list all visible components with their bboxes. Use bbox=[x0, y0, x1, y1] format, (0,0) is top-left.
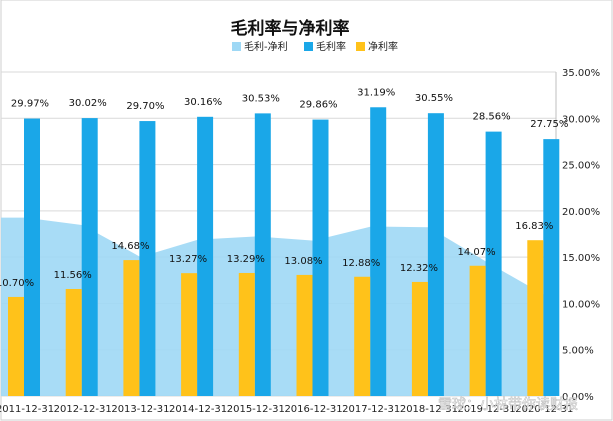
x-tick-label: 2018-12-31 bbox=[400, 404, 458, 415]
x-tick-label: 2020-12-31 bbox=[515, 404, 573, 415]
data-label-net-margin: 16.83% bbox=[515, 221, 553, 232]
bar-gross-margin bbox=[254, 113, 271, 396]
bar-net-margin bbox=[8, 296, 24, 396]
y-tick-label: 15.00% bbox=[562, 253, 600, 264]
bar-net-margin bbox=[296, 274, 313, 396]
data-label-net-margin: 11.56% bbox=[54, 270, 92, 281]
x-tick-label: 2011-12-31 bbox=[0, 404, 54, 415]
bar-gross-margin bbox=[81, 118, 98, 396]
data-label-gross-margin: 27.75% bbox=[530, 119, 568, 130]
bar-gross-margin bbox=[485, 131, 502, 396]
y-tick-label: 20.00% bbox=[562, 207, 600, 218]
bar-gross-margin bbox=[370, 107, 387, 396]
data-label-net-margin: 12.88% bbox=[342, 258, 380, 269]
legend-swatch bbox=[304, 42, 313, 51]
bar-net-margin bbox=[238, 272, 255, 396]
data-label-net-margin: 14.68% bbox=[111, 241, 149, 252]
data-labels-layer: 29.97% 10.70% 30.02% 11.56% 29.70% 14.68% 30.1… bbox=[0, 87, 568, 289]
data-label-gross-margin: 31.19% bbox=[357, 87, 395, 98]
y-tick-label: 10.00% bbox=[562, 299, 600, 310]
y-tick-label: 35.00% bbox=[562, 68, 600, 79]
data-label-gross-margin: 28.56% bbox=[473, 112, 511, 123]
x-tick-label: 2016-12-31 bbox=[284, 404, 342, 415]
chart-title: 毛利率与净利率 bbox=[231, 18, 350, 39]
data-label-net-margin: 13.08% bbox=[284, 256, 322, 267]
x-tick-label: 2017-12-31 bbox=[342, 404, 400, 415]
bar-net-margin bbox=[411, 281, 428, 396]
bar-net-margin bbox=[354, 276, 371, 396]
legend-label: 毛利率 bbox=[316, 40, 346, 53]
legend-label: 净利率 bbox=[368, 40, 398, 53]
y-tick-label: 5.00% bbox=[562, 346, 594, 357]
data-label-net-margin: 12.32% bbox=[400, 263, 438, 274]
data-label-gross-margin: 30.53% bbox=[242, 93, 280, 104]
bar-net-margin bbox=[123, 260, 140, 396]
bars-layer bbox=[8, 107, 560, 397]
legend: 毛利-净利 毛利率 净利率 bbox=[232, 40, 398, 53]
bar-gross-margin bbox=[427, 113, 444, 397]
legend-label: 毛利-净利 bbox=[244, 40, 288, 53]
bar-gross-margin bbox=[312, 119, 329, 396]
data-label-net-margin: 10.70% bbox=[0, 278, 34, 289]
x-tick-label: 2014-12-31 bbox=[169, 404, 227, 415]
x-tick-label: 2012-12-31 bbox=[54, 404, 112, 415]
y-tick-label: 30.00% bbox=[562, 114, 600, 125]
data-label-gross-margin: 29.70% bbox=[126, 101, 164, 112]
bar-gross-margin bbox=[139, 121, 156, 396]
x-axis-ticks: 2011-12-31 2012-12-31 2013-12-31 2014-12-31… bbox=[0, 404, 573, 415]
bar-gross-margin bbox=[543, 139, 560, 396]
x-tick-label: 2015-12-31 bbox=[227, 404, 285, 415]
legend-swatch bbox=[232, 42, 241, 51]
y-tick-label: 25.00% bbox=[562, 161, 600, 172]
data-label-gross-margin: 30.55% bbox=[415, 93, 453, 104]
bar-gross-margin bbox=[24, 118, 40, 397]
watermark-text: 雪球：小林带你读财报 bbox=[438, 396, 578, 413]
data-label-gross-margin: 29.86% bbox=[299, 100, 337, 111]
legend-swatch bbox=[356, 42, 365, 51]
data-label-gross-margin: 29.97% bbox=[11, 99, 49, 110]
y-tick-label: 0.00% bbox=[562, 392, 594, 403]
y-axis-ticks: 0.00% 5.00% 10.00% 15.00% 20.00% 25.00% 30.00%… bbox=[562, 68, 600, 403]
bar-net-margin bbox=[181, 273, 198, 396]
data-label-gross-margin: 30.16% bbox=[184, 97, 222, 108]
x-tick-label: 2013-12-31 bbox=[111, 404, 169, 415]
bar-net-margin bbox=[469, 265, 486, 396]
data-label-net-margin: 13.29% bbox=[227, 254, 265, 265]
x-tick-label: 2019-12-31 bbox=[458, 404, 516, 415]
data-label-net-margin: 13.27% bbox=[169, 254, 207, 265]
bar-net-margin bbox=[65, 288, 82, 396]
bar-net-margin bbox=[527, 240, 544, 396]
bar-gross-margin bbox=[197, 116, 214, 397]
data-label-gross-margin: 30.02% bbox=[69, 98, 107, 109]
data-label-net-margin: 14.07% bbox=[458, 247, 496, 258]
